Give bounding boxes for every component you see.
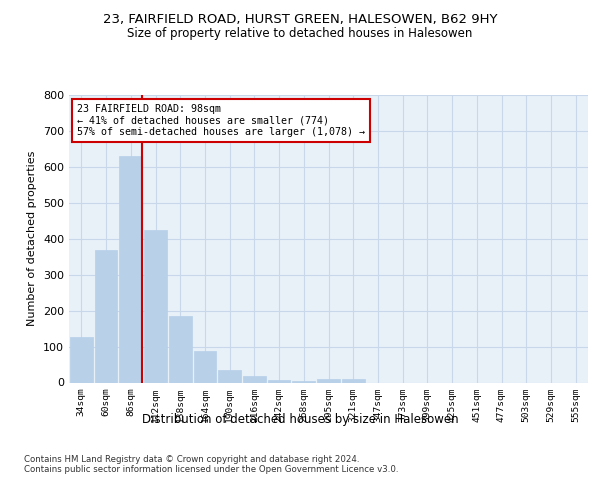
Bar xyxy=(268,380,290,382)
Bar xyxy=(317,379,340,382)
Bar xyxy=(95,250,118,382)
Bar xyxy=(70,336,93,382)
Text: Size of property relative to detached houses in Halesowen: Size of property relative to detached ho… xyxy=(127,28,473,40)
Bar xyxy=(292,380,315,382)
Y-axis label: Number of detached properties: Number of detached properties xyxy=(28,151,37,326)
Bar xyxy=(169,316,191,382)
Bar xyxy=(194,351,216,382)
Text: Distribution of detached houses by size in Halesowen: Distribution of detached houses by size … xyxy=(142,412,458,426)
Bar xyxy=(119,156,142,382)
Bar xyxy=(243,376,266,382)
Text: 23, FAIRFIELD ROAD, HURST GREEN, HALESOWEN, B62 9HY: 23, FAIRFIELD ROAD, HURST GREEN, HALESOW… xyxy=(103,12,497,26)
Bar xyxy=(342,379,365,382)
Text: 23 FAIRFIELD ROAD: 98sqm
← 41% of detached houses are smaller (774)
57% of semi-: 23 FAIRFIELD ROAD: 98sqm ← 41% of detach… xyxy=(77,104,365,137)
Bar xyxy=(144,230,167,382)
Text: Contains HM Land Registry data © Crown copyright and database right 2024.
Contai: Contains HM Land Registry data © Crown c… xyxy=(24,455,398,474)
Bar xyxy=(218,370,241,382)
